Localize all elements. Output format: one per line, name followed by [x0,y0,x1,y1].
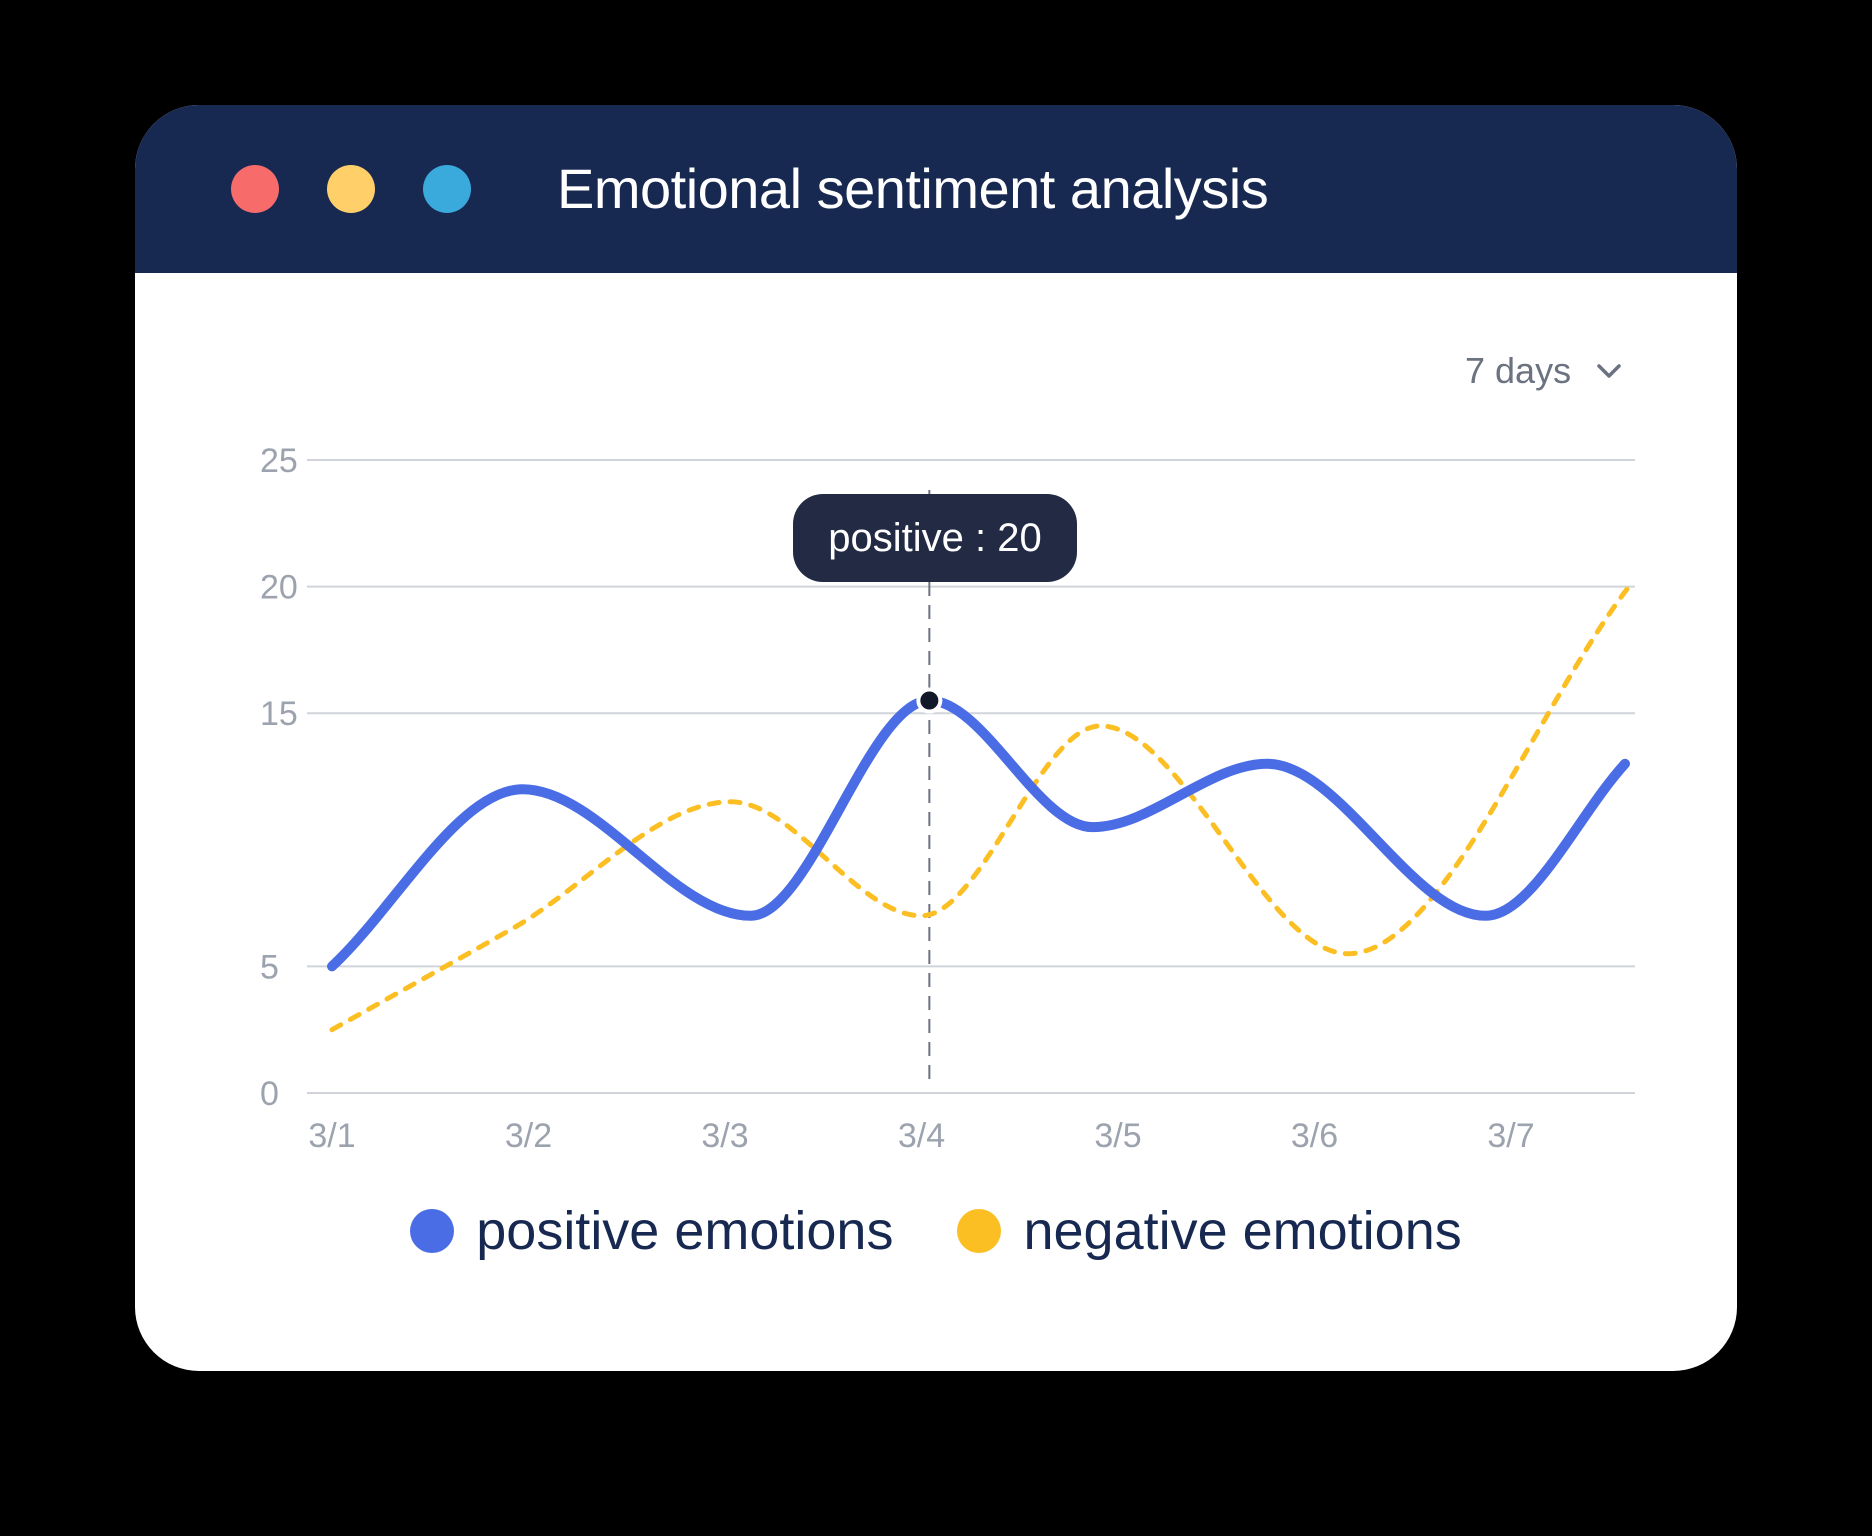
tooltip: positive : 20 [793,494,1077,582]
x-tick-label: 3/1 [308,1117,355,1155]
tooltip-background [793,494,1077,582]
legend-item-negative[interactable]: negative emotions [957,1200,1462,1262]
legend-label-positive: positive emotions [476,1201,894,1261]
series-line-positive[interactable] [327,695,1630,972]
grid-lines [307,459,1635,1094]
range-dropdown[interactable]: 7 days [1465,341,1623,401]
x-tick-label: 3/5 [1094,1117,1141,1155]
window-title: Emotional sentiment analysis [557,157,1269,220]
close-window-button[interactable] [231,165,279,213]
legend-item-positive[interactable]: positive emotions [410,1200,893,1262]
maximize-window-button[interactable] [423,165,471,213]
x-tick-label: 3/3 [701,1117,748,1155]
chart-legend: positive emotions negative emotions [135,1200,1737,1262]
x-tick-label: 3/2 [505,1117,552,1155]
x-axis-ticks: 3/1 3/2 3/3 3/4 3/5 3/6 3/7 [308,1117,1534,1155]
hover-data-point[interactable] [916,687,943,714]
minimize-window-button[interactable] [327,165,375,213]
legend-label-negative: negative emotions [1023,1201,1462,1261]
y-tick-label: 0 [260,1075,279,1113]
title-bar: Emotional sentiment analysis [135,105,1737,273]
y-tick-label: 20 [260,569,298,607]
line-chart: 0 5 15 20 25 3/1 3/2 3/3 3/4 3/5 3/6 3/7 positive … [260,442,1635,1155]
tooltip-text: positive : 20 [828,516,1041,560]
y-tick-label: 15 [260,695,298,733]
y-tick-label: 5 [260,948,279,986]
y-tick-label: 25 [260,442,298,480]
x-tick-label: 3/6 [1291,1117,1338,1155]
legend-marker-positive [410,1209,455,1253]
x-tick-label: 3/7 [1487,1117,1534,1155]
chevron-down-icon [1595,357,1623,385]
chart-window: Emotional sentiment analysis 7 days 0 5 15… [135,105,1737,1371]
y-axis-ticks: 0 5 15 20 25 [260,442,298,1113]
range-dropdown-label: 7 days [1465,350,1572,391]
series-line-negative[interactable] [329,584,1632,1033]
legend-marker-negative [957,1209,1002,1253]
x-tick-label: 3/4 [898,1117,945,1155]
